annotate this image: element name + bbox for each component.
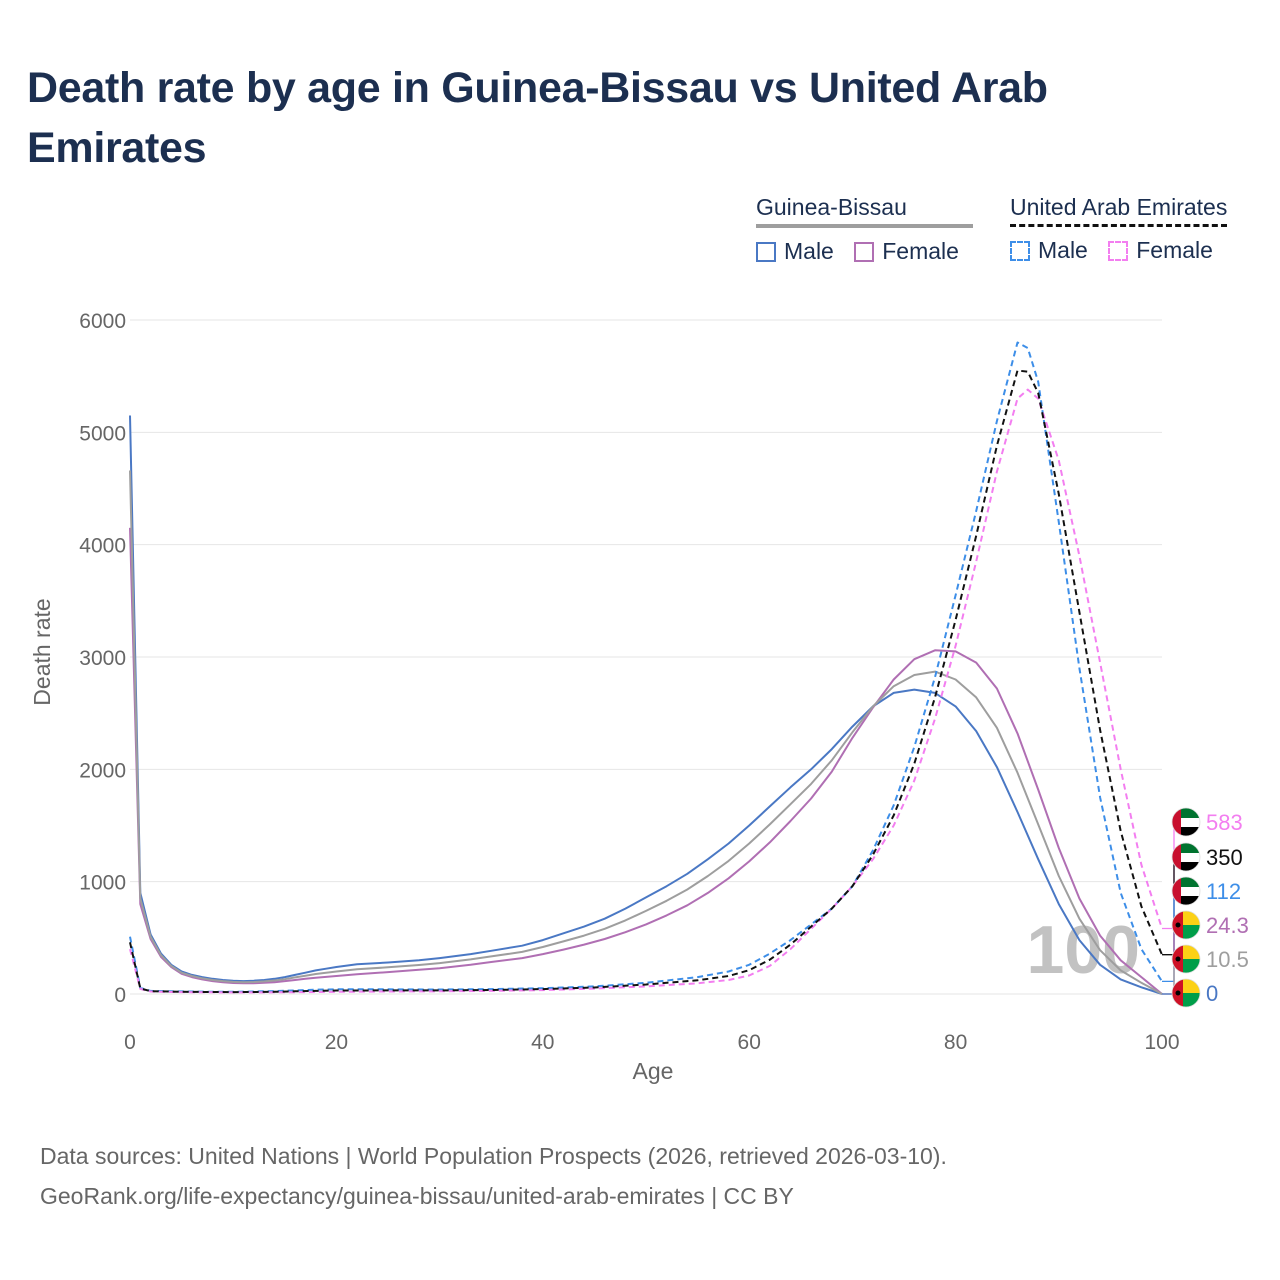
series-line [129,388,1163,994]
legend-group-title: Guinea-Bissau [756,194,973,228]
y-tick-label: 0 [114,984,126,1007]
y-axis-label: Death rate [29,598,55,705]
leader-line [1162,821,1180,930]
legend-label-female: Female [882,238,959,264]
legend-group-united-arab-emirates: United Arab Emirates Male Female [1010,194,1228,267]
grid-lines [130,319,1162,995]
footer: Data sources: United Nations | World Pop… [40,1136,947,1216]
legend-label-male: Male [784,238,834,264]
legend-item-male[interactable]: Male [756,238,834,265]
end-value-label: 583 [1206,810,1243,835]
x-axis-label: Age [633,1058,674,1084]
series-line [129,369,1163,994]
y-tick-label: 6000 [79,310,126,333]
x-tick-label: 20 [325,1031,348,1054]
end-value-label: 112 [1206,879,1241,904]
legend-swatch-male [756,241,776,262]
end-labels: 583 350 112 24.3 10.5 0 [1162,807,1249,1008]
data-source-note: Data sources: United Nations | World Pop… [40,1143,947,1169]
legend-swatch-male [1010,240,1030,261]
end-value-label: 10.5 [1206,947,1249,972]
x-tick-label: 60 [738,1031,761,1054]
axes: 0 1000 2000 3000 4000 5000 6000 0 20 40 60 80 100 [79,310,1179,1054]
chart-title: Death rate by age in Guinea-Bissau vs Un… [27,64,1048,172]
y-tick-label: 4000 [79,535,126,558]
series-line [129,341,1163,993]
x-tick-label: 100 [1144,1031,1179,1054]
legend-swatch-female [854,241,875,262]
y-tick-label: 1000 [79,872,126,895]
legend-group-guinea-bissau: Guinea-Bissau Male Female [756,194,973,268]
flag-icon [1171,978,1201,1008]
y-tick-label: 3000 [79,647,126,670]
series-line [129,527,1163,995]
end-value-label: 350 [1206,845,1243,870]
legend-label-female: Female [1136,237,1213,263]
legend-item-female[interactable]: Female [854,238,959,265]
flag-icon [1171,807,1201,837]
series-line [129,470,1163,995]
x-tick-label: 80 [944,1031,967,1054]
series-line [129,415,1163,995]
source-url[interactable]: GeoRank.org/life-expectancy/guinea-bissa… [40,1183,794,1209]
legend-label-male: Male [1038,237,1088,263]
x-tick-label: 40 [531,1031,554,1054]
flag-icon [1171,876,1201,906]
legend-item-male[interactable]: Male [1010,237,1088,264]
series-lines [129,341,1163,995]
end-value-label: 24.3 [1206,913,1249,938]
legend-group-title: United Arab Emirates [1010,194,1228,227]
legend-item-female[interactable]: Female [1108,237,1213,264]
flag-icon [1171,944,1201,974]
flag-icon [1171,842,1201,872]
y-tick-label: 2000 [79,759,126,782]
x-tick-label: 0 [124,1031,136,1054]
flag-icon [1171,910,1201,940]
legend-swatch-female [1108,240,1129,261]
leader-line [1162,856,1180,956]
end-value-label: 0 [1206,981,1218,1006]
y-tick-label: 5000 [79,422,126,445]
